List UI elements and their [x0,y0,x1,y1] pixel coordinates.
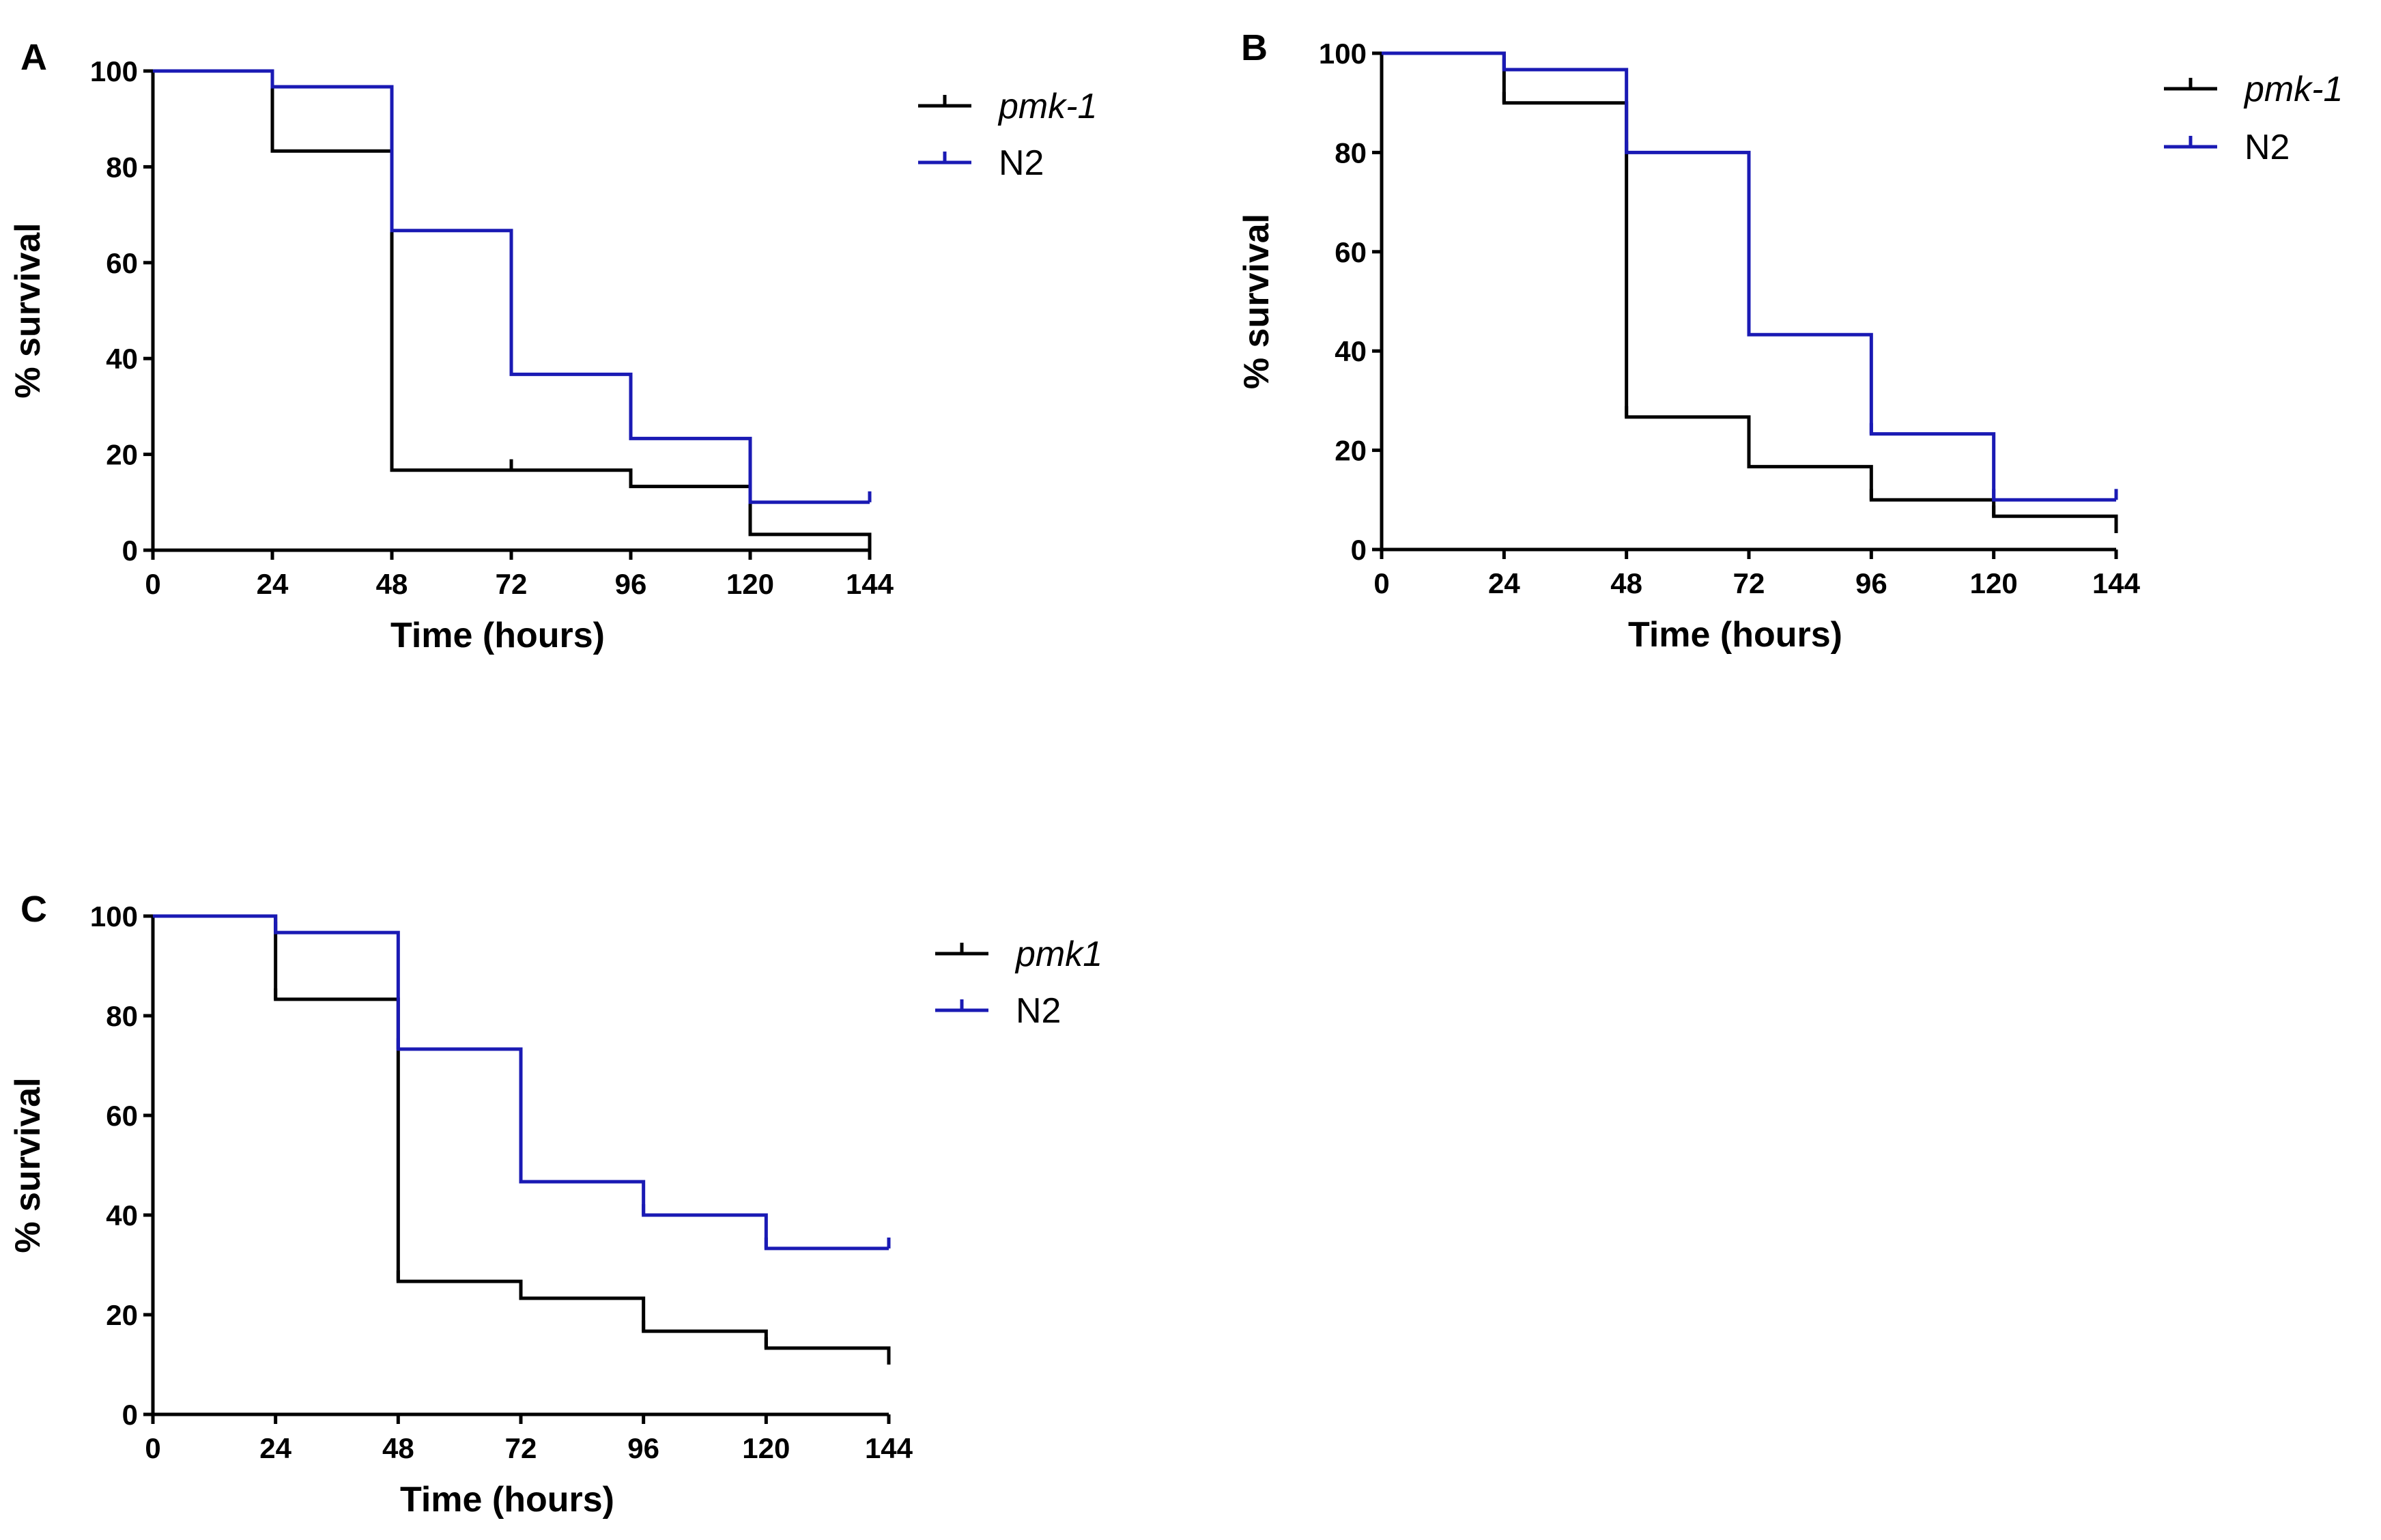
y-axis-title-b: % survival [1237,214,1277,389]
x-tick-label-a-72: 72 [496,568,528,600]
y-tick-label-a-20: 20 [106,439,138,471]
y-tick-label-c-20: 20 [106,1299,138,1331]
y-tick-label-b-60: 60 [1335,236,1367,268]
x-tick-label-a-120: 120 [726,568,774,600]
x-tick-label-c-72: 72 [505,1432,537,1464]
y-axis-title-a: % survival [8,223,48,398]
y-tick-label-a-80: 80 [106,151,138,183]
survival-curve-n2-c [153,914,889,1251]
legend-label-pmk1-b: pmk-1 [2243,70,2343,109]
x-tick-label-a-96: 96 [615,568,647,600]
legend-label-pmk1-c: pmk1 [1014,935,1102,974]
y-tick-label-c-60: 60 [106,1100,138,1132]
x-tick-label-a-0: 0 [145,568,160,600]
legend-c: pmk1 N2 [935,935,1102,1031]
x-tick-label-c-24: 24 [259,1432,291,1464]
x-tick-label-c-144: 144 [865,1432,913,1464]
y-tick-label-b-0: 0 [1351,534,1367,566]
y-tick-label-c-80: 80 [106,1000,138,1032]
legend-label-pmk1-a: pmk-1 [997,87,1097,126]
y-tick-label-c-40: 40 [106,1199,138,1231]
x-tick-label-b-72: 72 [1733,567,1765,599]
panel-c: C 0 20 40 60 80 100 0 24 48 72 96 120 144 Time (hours)… [8,889,1102,1520]
y-tick-label-c-0: 0 [122,1399,138,1431]
x-tick-label-b-96: 96 [1855,567,1887,599]
x-tick-label-b-120: 120 [1970,567,2018,599]
series-n2-a [153,69,872,504]
series-pmk1-c [153,914,891,1365]
x-axis-title-c: Time (hours) [400,1480,614,1520]
panel-letter-c: C [20,889,47,930]
series-n2-b [1382,51,2118,502]
x-axis-title-a: Time (hours) [390,616,605,655]
y-tick-label-b-100: 100 [1319,38,1367,70]
survival-curve-pmk1-a [153,69,872,550]
series-n2-c [153,914,891,1251]
x-tick-label-b-48: 48 [1610,567,1642,599]
y-tick-label-b-80: 80 [1335,137,1367,169]
x-tick-label-a-48: 48 [376,568,408,600]
panel-a: A 0 20 40 60 80 100 0 24 48 72 96 120 144 Time (hours)… [8,37,1097,655]
x-tick-label-c-120: 120 [742,1432,790,1464]
legend-a: pmk-1 N2 [918,87,1097,183]
legend-label-n2-b: N2 [2244,128,2290,167]
y-tick-label-a-0: 0 [122,534,138,567]
y-tick-label-b-20: 20 [1335,435,1367,467]
y-tick-label-c-100: 100 [90,900,138,932]
series-pmk1-a [153,69,872,550]
x-axis-title-b: Time (hours) [1628,615,1842,655]
x-tick-label-c-48: 48 [382,1432,414,1464]
legend-label-n2-c: N2 [1016,991,1061,1031]
y-tick-label-a-60: 60 [106,247,138,279]
panel-b: B 0 20 40 60 80 100 0 24 48 72 96 120 144 Time (hours)… [1237,27,2343,655]
y-axis-title-c: % survival [8,1077,48,1253]
x-tick-label-c-96: 96 [627,1432,659,1464]
survival-curve-n2-a [153,69,870,504]
x-tick-label-a-144: 144 [846,568,894,600]
legend-label-n2-a: N2 [999,143,1044,183]
y-tick-label-b-40: 40 [1335,335,1367,367]
panel-letter-b: B [1241,27,1268,68]
x-tick-label-b-24: 24 [1488,567,1520,599]
series-pmk1-b [1382,51,2118,534]
y-tick-label-a-40: 40 [106,343,138,375]
x-tick-label-b-0: 0 [1373,567,1389,599]
x-tick-label-a-24: 24 [257,568,289,600]
panel-letter-a: A [20,37,47,78]
x-tick-label-b-144: 144 [2092,567,2141,599]
x-tick-label-c-0: 0 [145,1432,160,1464]
legend-b: pmk-1 N2 [2164,70,2343,167]
y-tick-label-a-100: 100 [90,55,138,87]
